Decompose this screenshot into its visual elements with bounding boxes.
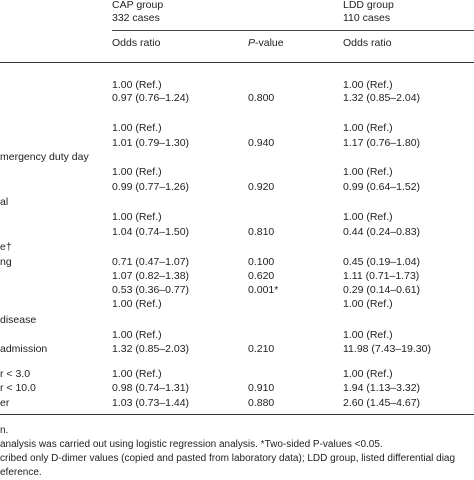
row-label: r < 3.0 xyxy=(0,368,31,380)
table-row: 1.07 (0.82–1.38) 0.620 1.11 (0.71–1.73) xyxy=(0,270,474,283)
row-label: r < 10.0 xyxy=(0,382,36,394)
cap-odds-ratio: 1.00 (Ref.) xyxy=(112,211,162,223)
cap-odds-ratio: 1.00 (Ref.) xyxy=(112,329,162,341)
ldd-odds-ratio: 1.00 (Ref.) xyxy=(343,211,393,223)
p-value: 0.620 xyxy=(248,270,275,282)
ldd-group-cases: 110 cases xyxy=(343,12,391,24)
row-label: mergency duty day xyxy=(0,151,89,163)
table-row: e† xyxy=(0,241,474,254)
table-bottom-rule xyxy=(0,414,474,415)
ldd-odds-ratio: 1.00 (Ref.) xyxy=(343,368,393,380)
cap-odds-ratio: 1.03 (0.73–1.44) xyxy=(112,397,190,409)
cap-odds-ratio: 1.04 (0.74–1.50) xyxy=(112,226,190,238)
p-value: 0.210 xyxy=(248,343,275,355)
cap-odds-ratio: 0.98 (0.74–1.31) xyxy=(112,382,190,394)
table-row: disease xyxy=(0,314,474,327)
p-value: 0.880 xyxy=(248,397,275,409)
cap-odds-ratio: 0.53 (0.36–0.77) xyxy=(112,284,190,296)
ldd-odds-ratio: 1.17 (0.76–1.80) xyxy=(343,137,421,149)
footnote-line: n. xyxy=(0,425,9,436)
footnote-line: cribed only D-dimer values (copied and p… xyxy=(0,453,456,464)
p-value: 0.001* xyxy=(248,284,279,296)
ldd-odds-ratio: 1.00 (Ref.) xyxy=(343,329,393,341)
row-label: admission xyxy=(0,343,48,355)
ldd-group-title: LDD group xyxy=(343,0,394,11)
ldd-odds-ratio: 1.00 (Ref.) xyxy=(343,122,393,134)
footnote-line: analysis was carried out using logistic … xyxy=(0,439,383,450)
cap-odds-ratio: 1.00 (Ref.) xyxy=(112,79,162,91)
ldd-odds-ratio: 1.32 (0.85–2.04) xyxy=(343,92,421,104)
row-label: er xyxy=(0,397,10,409)
header-bottom-rule xyxy=(0,62,474,63)
table-row: mergency duty day xyxy=(0,151,474,164)
cap-odds-ratio: 1.01 (0.79–1.30) xyxy=(112,137,190,149)
footnote-line: eference. xyxy=(0,467,42,478)
p-value: 0.810 xyxy=(248,226,275,238)
cap-odds-ratio: 1.00 (Ref.) xyxy=(112,122,162,134)
table-row: ng 0.71 (0.47–1.07) 0.100 0.45 (0.19–1.04) xyxy=(0,256,474,269)
p-value: 0.910 xyxy=(248,382,275,394)
table-row: er 1.03 (0.73–1.44) 0.880 2.60 (1.45–4.67) xyxy=(0,397,474,410)
cap-odds-ratio: 1.32 (0.85–2.03) xyxy=(112,343,190,355)
col-header-odds-ratio-cap: Odds ratio xyxy=(112,37,161,49)
ldd-odds-ratio: 1.11 (0.71–1.73) xyxy=(343,270,420,282)
cap-odds-ratio: 1.00 (Ref.) xyxy=(112,166,162,178)
p-value: 0.920 xyxy=(248,181,275,193)
table-footnotes: n. analysis was carried out using logist… xyxy=(0,424,474,480)
cap-odds-ratio: 1.00 (Ref.) xyxy=(112,368,162,380)
group-header-rule xyxy=(112,30,474,31)
table-row: al xyxy=(0,196,474,209)
p-value: 0.800 xyxy=(248,92,275,104)
table-row: 1.00 (Ref.) 1.00 (Ref.) xyxy=(0,329,474,342)
table-row: r < 3.0 1.00 (Ref.) 1.00 (Ref.) xyxy=(0,368,474,381)
table-row: 1.00 (Ref.) 1.00 (Ref.) xyxy=(0,166,474,179)
table-row: 1.00 (Ref.) 1.00 (Ref.) xyxy=(0,79,474,92)
row-label: disease xyxy=(0,314,37,326)
col-header-p-suffix: -value xyxy=(255,37,284,49)
ldd-odds-ratio: 1.00 (Ref.) xyxy=(343,166,393,178)
ldd-odds-ratio: 0.99 (0.64–1.52) xyxy=(343,181,421,193)
table-row: 1.00 (Ref.) 1.00 (Ref.) xyxy=(0,122,474,135)
cap-group-cases: 332 cases xyxy=(112,12,160,24)
cap-odds-ratio: 0.97 (0.76–1.24) xyxy=(112,92,190,104)
cap-group-title: CAP group xyxy=(112,0,164,11)
p-value: 0.940 xyxy=(248,137,275,149)
table-row: 1.00 (Ref.) 1.00 (Ref.) xyxy=(0,211,474,224)
ldd-odds-ratio: 1.00 (Ref.) xyxy=(343,79,393,91)
cap-odds-ratio: 1.07 (0.82–1.38) xyxy=(112,270,190,282)
table-row: 0.53 (0.36–0.77) 0.001* 0.29 (0.14–0.61) xyxy=(0,284,474,297)
ldd-odds-ratio: 2.60 (1.45–4.67) xyxy=(343,397,421,409)
row-label: al xyxy=(0,196,9,208)
cap-odds-ratio: 0.71 (0.47–1.07) xyxy=(112,256,190,268)
cap-odds-ratio: 0.99 (0.77–1.26) xyxy=(112,181,190,193)
ldd-odds-ratio: 0.45 (0.19–1.04) xyxy=(343,256,421,268)
row-label: ng xyxy=(0,256,12,268)
ldd-odds-ratio: 1.00 (Ref.) xyxy=(343,298,393,310)
col-header-p-italic: P xyxy=(248,37,256,49)
table-row: r < 10.0 0.98 (0.74–1.31) 0.910 1.94 (1.13–… xyxy=(0,382,474,395)
table-row xyxy=(0,107,474,120)
table-row: 0.97 (0.76–1.24) 0.800 1.32 (0.85–2.04) xyxy=(0,92,474,105)
table-row: 1.00 (Ref.) 1.00 (Ref.) xyxy=(0,298,474,311)
row-label: e† xyxy=(0,241,12,253)
cap-odds-ratio: 1.00 (Ref.) xyxy=(112,298,162,310)
ldd-odds-ratio: 1.94 (1.13–3.32) xyxy=(343,382,421,394)
ldd-odds-ratio: 0.29 (0.14–0.61) xyxy=(343,284,421,296)
col-header-odds-ratio-ldd: Odds ratio xyxy=(343,37,392,49)
col-header-p-value: P-value xyxy=(248,37,284,49)
ldd-odds-ratio: 0.44 (0.24–0.83) xyxy=(343,226,421,238)
p-value: 0.100 xyxy=(248,256,275,268)
table-row: admission 1.32 (0.85–2.03) 0.210 11.98 (7.4… xyxy=(0,343,474,356)
table-row: 1.01 (0.79–1.30) 0.940 1.17 (0.76–1.80) xyxy=(0,137,474,150)
table-row: 1.04 (0.74–1.50) 0.810 0.44 (0.24–0.83) xyxy=(0,226,474,239)
ldd-odds-ratio: 11.98 (7.43–19.30) xyxy=(343,343,431,355)
table-row: 0.99 (0.77–1.26) 0.920 0.99 (0.64–1.52) xyxy=(0,181,474,194)
